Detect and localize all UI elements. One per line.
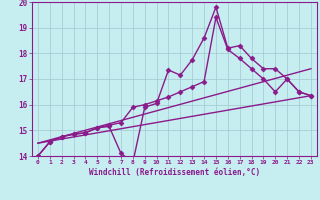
X-axis label: Windchill (Refroidissement éolien,°C): Windchill (Refroidissement éolien,°C): [89, 168, 260, 177]
